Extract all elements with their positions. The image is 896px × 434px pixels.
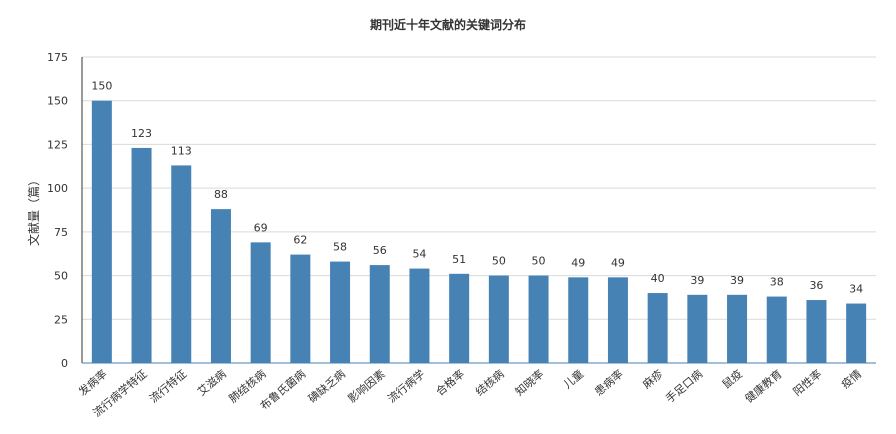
x-tick-label: 发病率 — [75, 367, 109, 399]
data-label: 113 — [171, 144, 192, 157]
bar — [210, 209, 231, 363]
data-label: 36 — [809, 279, 823, 292]
bar — [131, 147, 152, 363]
bar — [568, 277, 589, 363]
bar — [91, 100, 112, 363]
bar — [806, 300, 827, 363]
x-tick-label: 影响因素 — [346, 367, 388, 405]
data-label: 38 — [770, 276, 784, 289]
y-tick-label: 125 — [47, 138, 68, 151]
x-tick-label: 碘缺乏病 — [305, 367, 348, 406]
y-tick-label: 25 — [54, 313, 68, 326]
bar — [290, 254, 311, 363]
data-label: 49 — [571, 256, 585, 269]
data-label: 50 — [532, 255, 546, 268]
y-tick-label: 100 — [47, 182, 68, 195]
data-label: 39 — [690, 274, 704, 287]
y-tick-label: 175 — [47, 51, 68, 64]
data-label: 150 — [91, 80, 112, 93]
y-tick-label: 50 — [54, 270, 68, 283]
data-label: 39 — [730, 274, 744, 287]
x-tick-label: 艾滋病 — [195, 367, 229, 399]
y-tick-label: 150 — [47, 95, 68, 108]
x-tick-label: 流行病学 — [385, 367, 428, 406]
data-label: 34 — [849, 283, 863, 296]
data-label: 62 — [293, 234, 307, 247]
data-label: 50 — [492, 255, 506, 268]
bar — [528, 275, 549, 363]
x-tick-label: 结核病 — [472, 367, 506, 399]
x-tick-label: 患病率 — [592, 367, 626, 399]
bar — [171, 165, 192, 363]
bar — [409, 268, 430, 363]
bar — [607, 277, 628, 363]
bar — [488, 275, 509, 363]
data-label: 88 — [214, 188, 228, 201]
bar — [449, 273, 470, 363]
bar — [766, 296, 787, 363]
bar — [846, 303, 867, 363]
x-tick-label: 流行特征 — [146, 367, 189, 406]
data-label: 40 — [651, 272, 665, 285]
x-tick-label: 合格率 — [433, 367, 467, 399]
bar — [727, 294, 748, 363]
x-tick-label: 知晓率 — [512, 367, 546, 399]
x-tick-label: 健康教育 — [742, 367, 785, 406]
bar — [250, 242, 271, 363]
x-tick-label: 疫情 — [838, 367, 864, 392]
bar — [647, 293, 668, 363]
x-tick-label: 手足口病 — [663, 367, 706, 406]
y-axis-title: 文献量（篇） — [26, 174, 41, 246]
y-tick-label: 75 — [54, 226, 68, 239]
bar — [330, 261, 351, 363]
data-label: 69 — [254, 221, 268, 234]
data-label: 54 — [412, 248, 426, 261]
data-label: 123 — [131, 127, 152, 140]
x-tick-label: 麻疹 — [640, 367, 666, 392]
x-tick-label: 阳性率 — [790, 367, 824, 399]
data-label: 49 — [611, 256, 625, 269]
data-label: 56 — [373, 244, 387, 257]
y-tick-label: 0 — [61, 357, 68, 370]
x-tick-label: 儿童 — [560, 367, 586, 392]
bar — [369, 265, 390, 363]
bar — [687, 294, 708, 363]
data-label: 58 — [333, 241, 347, 254]
x-tick-label: 鼠疫 — [719, 367, 745, 392]
chart-title: 期刊近十年文献的关键词分布 — [369, 18, 526, 32]
data-label: 51 — [452, 253, 466, 266]
